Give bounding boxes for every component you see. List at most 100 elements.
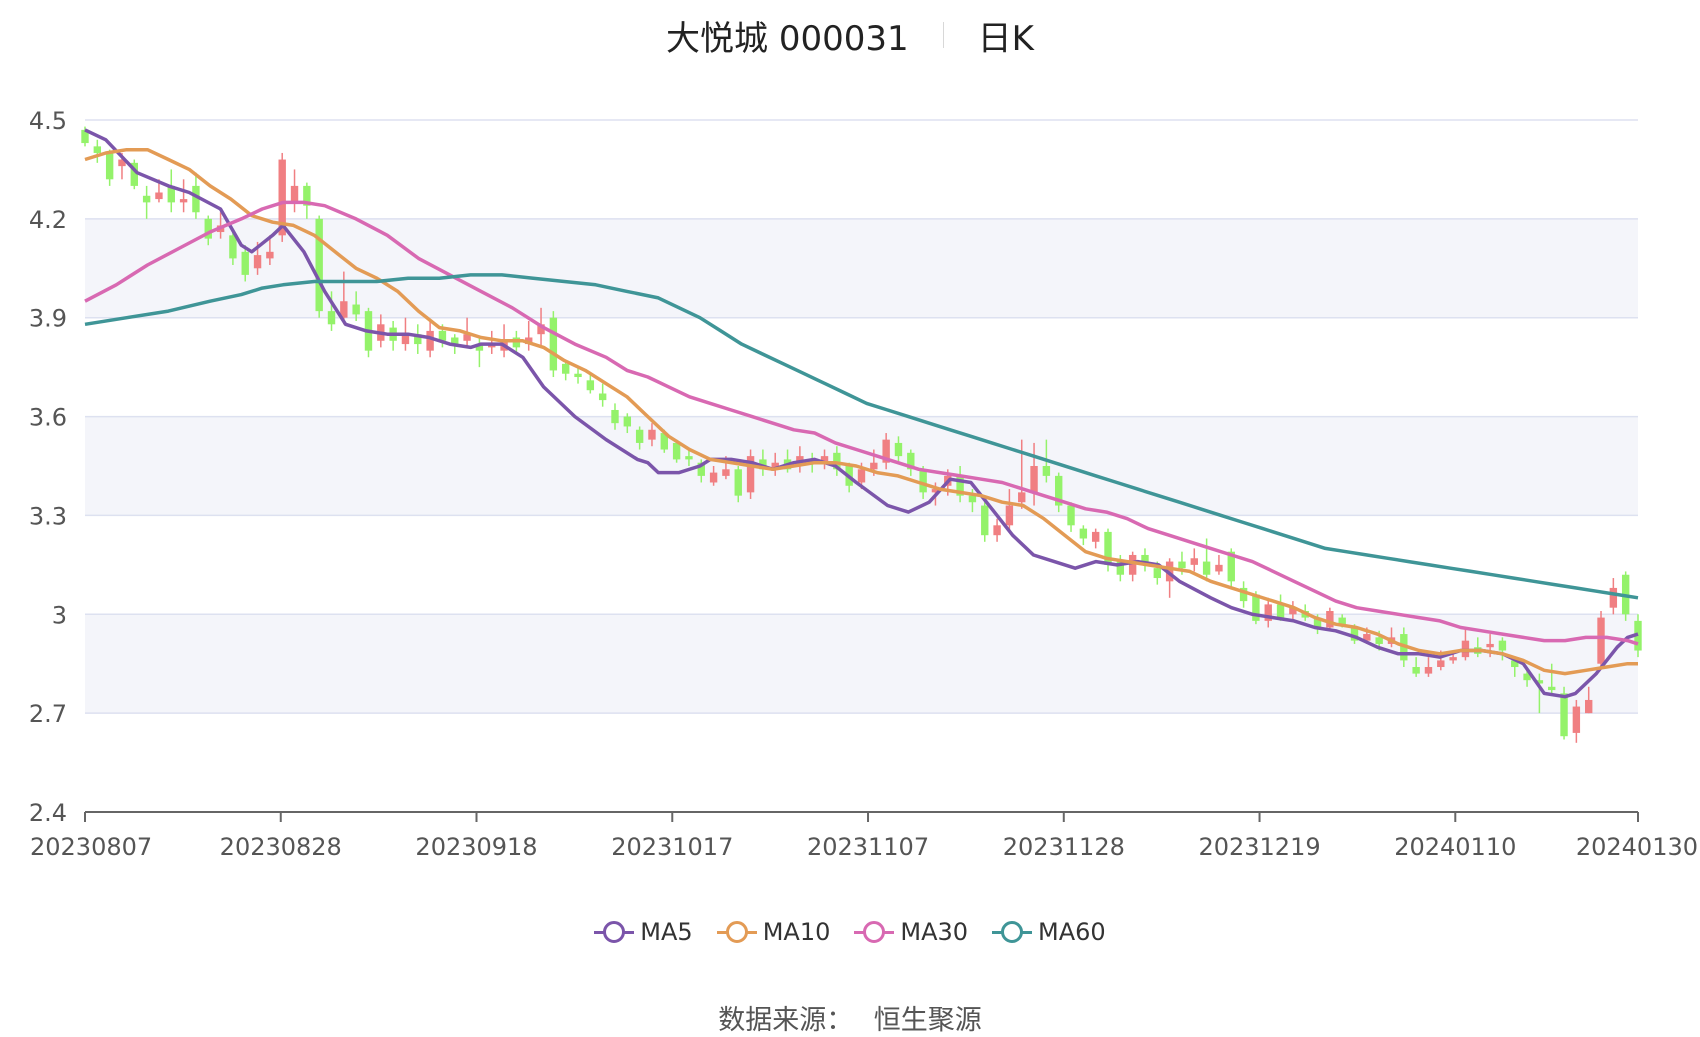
candle-body bbox=[1424, 667, 1433, 674]
candle-body bbox=[623, 416, 632, 427]
candle-body bbox=[1239, 587, 1248, 602]
candle-body bbox=[1560, 693, 1568, 737]
candle-body bbox=[167, 185, 175, 203]
x-tick-label: 20240110 bbox=[1394, 833, 1516, 861]
period-label: 日K bbox=[977, 18, 1034, 59]
candle-body bbox=[1350, 627, 1359, 641]
candle-body bbox=[598, 393, 607, 401]
ma60-line bbox=[84, 273, 1639, 600]
candle-body bbox=[142, 195, 151, 203]
x-tick-label: 20231128 bbox=[1003, 833, 1125, 861]
candle-body bbox=[931, 489, 940, 493]
legend-marker-icon bbox=[992, 920, 1033, 944]
x-tick-label: 20230918 bbox=[415, 833, 537, 861]
candle-body bbox=[1449, 657, 1457, 661]
ma30-line bbox=[84, 200, 1639, 646]
candle-body bbox=[1190, 558, 1198, 565]
candle-body bbox=[266, 251, 274, 259]
ma5-line bbox=[84, 128, 1639, 699]
candle-body bbox=[1289, 607, 1297, 615]
candle-body bbox=[1572, 706, 1581, 733]
candle-body bbox=[438, 330, 447, 341]
candle-body bbox=[179, 199, 188, 203]
source-value: 恒生聚源 bbox=[873, 1005, 982, 1036]
candle-body bbox=[549, 317, 558, 371]
candle-body bbox=[1597, 617, 1605, 664]
x-tick-label: 20231017 bbox=[611, 833, 733, 861]
candle-body bbox=[833, 452, 841, 470]
candle-body bbox=[1548, 686, 1556, 691]
candle-body bbox=[327, 311, 336, 325]
legend-label: MA10 bbox=[762, 918, 831, 946]
candle-body bbox=[870, 462, 878, 470]
candle-body bbox=[1128, 554, 1137, 575]
chart-title: 大悦城 000031 日K bbox=[0, 10, 1700, 60]
x-tick-label: 20240130 bbox=[1576, 833, 1698, 861]
candle-body bbox=[1055, 475, 1063, 506]
legend-label: MA30 bbox=[900, 918, 969, 946]
candle-body bbox=[1486, 643, 1494, 648]
candle-body bbox=[1264, 604, 1272, 621]
candle-body bbox=[820, 456, 829, 463]
y-tick-label: 2.4 bbox=[29, 799, 67, 827]
candle-body bbox=[660, 433, 668, 450]
candle-body bbox=[1523, 673, 1531, 681]
candle-body bbox=[993, 525, 1001, 536]
y-tick-label: 3.9 bbox=[29, 305, 67, 333]
y-tick-label: 3 bbox=[52, 601, 67, 629]
candle-body bbox=[1116, 561, 1125, 575]
candle-body bbox=[1437, 660, 1445, 668]
legend-item-ma10[interactable]: MA10 bbox=[716, 918, 831, 946]
candle-body bbox=[278, 159, 286, 236]
candle-body bbox=[882, 439, 890, 463]
candle-body bbox=[574, 373, 582, 378]
candle-body bbox=[919, 469, 927, 493]
candle-body bbox=[685, 456, 693, 460]
x-tick-label: 20230807 bbox=[30, 833, 152, 861]
candle-body bbox=[290, 185, 299, 203]
candle-body bbox=[229, 235, 237, 259]
legend-item-ma5[interactable]: MA5 bbox=[594, 918, 693, 946]
candle-body bbox=[722, 469, 730, 476]
y-tick-label: 3.6 bbox=[29, 404, 67, 432]
legend-item-ma60[interactable]: MA60 bbox=[992, 918, 1106, 946]
candle-body bbox=[709, 472, 718, 483]
candle-body bbox=[635, 429, 644, 443]
legend-marker-icon bbox=[716, 920, 757, 944]
candle-body bbox=[155, 192, 163, 200]
candle-body bbox=[463, 334, 471, 341]
candle-body bbox=[204, 218, 212, 239]
candle-body bbox=[1338, 617, 1346, 625]
candle-body bbox=[1030, 466, 1038, 493]
candle-body bbox=[857, 469, 866, 483]
candle-body bbox=[475, 344, 484, 351]
ma10-line bbox=[84, 147, 1638, 676]
candle-body bbox=[1067, 505, 1075, 526]
candle-body bbox=[968, 495, 977, 503]
candle-body bbox=[253, 255, 262, 269]
legend-marker-icon bbox=[594, 920, 635, 944]
candle-body bbox=[1375, 637, 1383, 644]
candle-body bbox=[1363, 634, 1371, 641]
candle-body bbox=[1215, 564, 1223, 572]
candle-body bbox=[561, 363, 570, 374]
candle-body bbox=[352, 304, 360, 315]
candle-body bbox=[315, 218, 323, 312]
title-divider bbox=[942, 22, 944, 48]
candle-body bbox=[1079, 528, 1088, 539]
candle-body bbox=[956, 475, 964, 496]
legend-label: MA60 bbox=[1038, 918, 1106, 946]
legend-item-ma30[interactable]: MA30 bbox=[854, 918, 968, 946]
candle-body bbox=[525, 337, 533, 345]
candle-body bbox=[451, 337, 459, 345]
candle-body bbox=[130, 162, 138, 186]
candle-body bbox=[1412, 667, 1420, 674]
y-tick-label: 3.3 bbox=[29, 502, 67, 530]
candle-body bbox=[1042, 466, 1051, 476]
candle-body bbox=[648, 429, 656, 440]
y-tick-label: 4.5 bbox=[29, 107, 67, 135]
candle-body bbox=[192, 185, 200, 213]
candle-body bbox=[1326, 610, 1334, 628]
candle-body bbox=[1313, 617, 1322, 628]
y-tick-label: 2.7 bbox=[29, 700, 67, 728]
